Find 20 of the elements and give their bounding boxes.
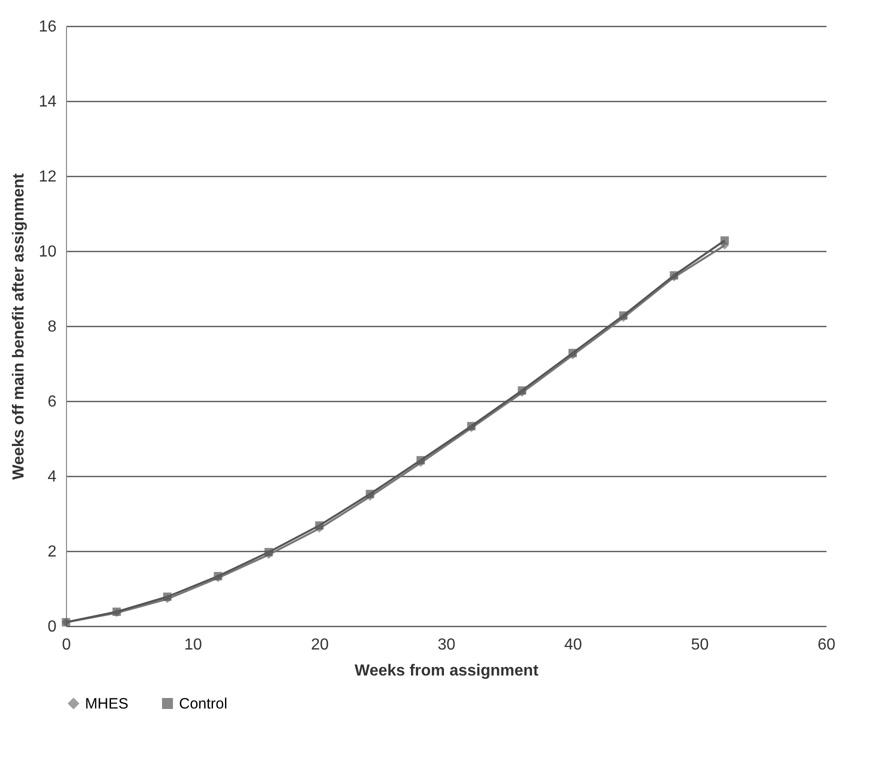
- y-tick-label: 10: [38, 244, 57, 260]
- x-tick-label: 60: [818, 636, 836, 654]
- x-tick-label: 0: [62, 636, 72, 654]
- x-tick-label: 40: [564, 636, 582, 654]
- legend-label: Control: [179, 696, 228, 713]
- x-tick-label: 30: [438, 636, 456, 654]
- y-axis-title: Weeks off main benefit after assignment: [10, 172, 28, 480]
- x-tick-label: 10: [184, 636, 202, 654]
- x-axis-title: Weeks from assignment: [354, 662, 540, 680]
- y-tick-label: 16: [38, 18, 57, 36]
- y-tick-label: 8: [48, 318, 57, 336]
- y-tick-label: 2: [48, 544, 57, 560]
- y-tick-label: 12: [38, 168, 57, 186]
- x-tick-label: 50: [690, 636, 709, 654]
- y-tick-label: 4: [48, 468, 57, 486]
- legend-label: MHES: [85, 696, 128, 713]
- y-tick-label: 6: [48, 394, 57, 410]
- y-tick-label: 14: [38, 94, 57, 110]
- y-tick-label: 0: [48, 618, 57, 636]
- x-tick-label: 20: [310, 636, 329, 654]
